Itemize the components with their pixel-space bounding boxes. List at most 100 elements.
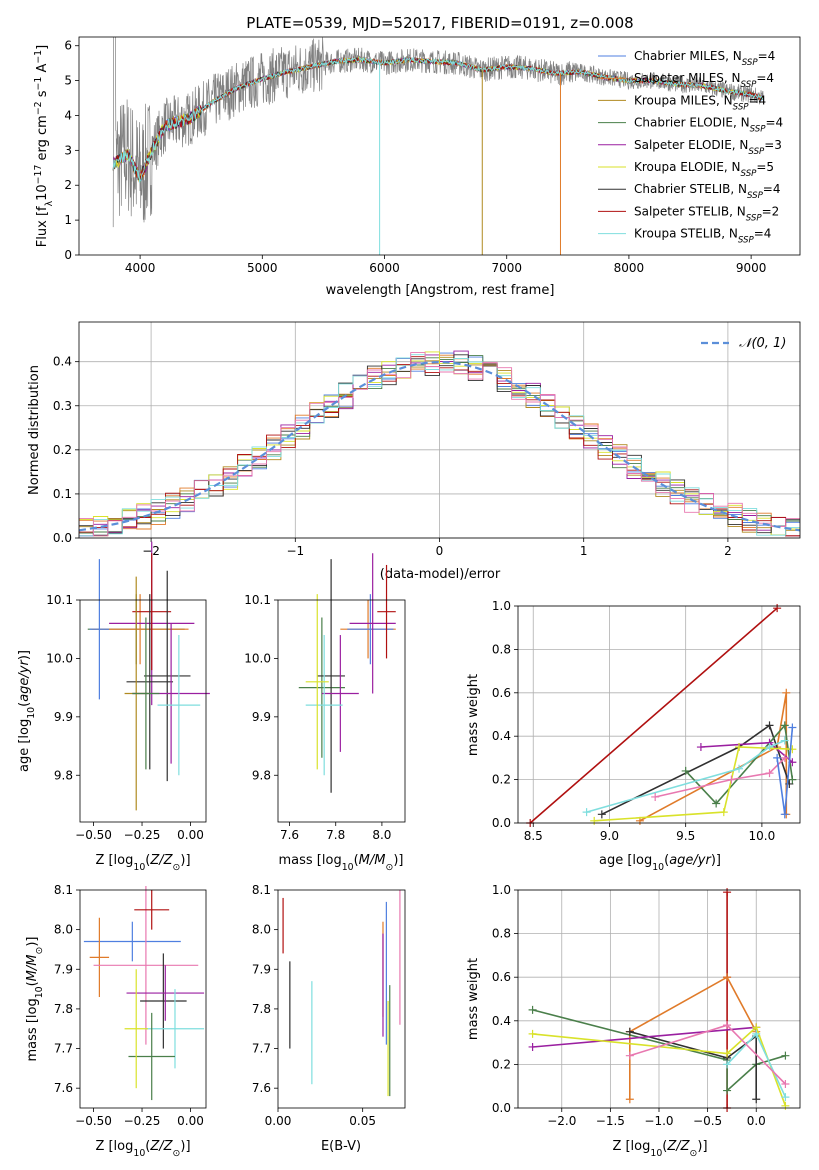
panel6-ylabel-part: (	[25, 981, 40, 986]
y-tick-label: 4	[64, 108, 72, 122]
panel4-xlabel-part: (	[354, 853, 359, 868]
panel8-ylabel: mass weight	[466, 958, 481, 1040]
panel1-ylabel-part: λ	[44, 200, 55, 206]
panel3-xlabel-part: ⊙	[173, 862, 181, 873]
mass-weight-vs-age-marker	[780, 721, 789, 730]
panel1-ylabel-part: Flux [f	[35, 206, 50, 247]
x-tick-label: −0.50	[75, 1114, 112, 1128]
legend-label-part: SSP	[741, 80, 758, 90]
y-tick-label: 0.0	[492, 1101, 511, 1115]
mass-weight-vs-z-marker	[752, 1095, 761, 1104]
panel7-xlabel: E(B-V)	[321, 1139, 361, 1154]
panel5-xlabel-part: age [log	[599, 853, 652, 868]
y-tick-label: 7.7	[54, 1042, 73, 1056]
y-tick-label: 0.2	[53, 443, 72, 457]
panel6-ylabel-part: )]	[25, 937, 40, 947]
legend-label-part: =5	[756, 160, 774, 174]
panel5-xlabel-part: (	[664, 853, 669, 868]
y-tick-label: 0.4	[492, 1014, 511, 1028]
x-tick-label: −1.0	[644, 1114, 673, 1128]
panel6-xlabel-part: ⊙	[173, 1148, 181, 1159]
x-tick-label: 0.05	[349, 1114, 376, 1128]
y-tick-label: 10.0	[244, 651, 271, 665]
mass-weight-vs-age-marker	[765, 769, 774, 778]
x-tick-label: 8.0	[372, 828, 391, 842]
x-tick-label: −0.25	[124, 1114, 161, 1128]
legend-label-part: 𝒩(0, 1)	[739, 336, 786, 351]
legend-label-part: SSP	[733, 102, 750, 112]
x-tick-label: −2.0	[547, 1114, 576, 1128]
y-tick-label: 7.6	[54, 1081, 73, 1095]
y-tick-label: 7.6	[252, 1081, 271, 1095]
panel1-ylabel-part: −1	[33, 77, 44, 91]
panel8-xlabel-part: (	[662, 1139, 667, 1154]
mass-weight-vs-age-marker	[773, 753, 782, 762]
mass-weight-vs-age-marker	[590, 816, 599, 825]
mass-weight-vs-age-line	[601, 724, 791, 816]
y-tick-label: 7.9	[54, 962, 73, 976]
panel5-xlabel-part: )]	[711, 853, 721, 868]
mass-weight-vs-age-line	[639, 692, 788, 822]
y-tick-label: 9.9	[54, 710, 73, 724]
panel3-ylabel-part: age [log	[17, 719, 32, 772]
panel3-ylabel-part: )]	[17, 650, 32, 660]
x-tick-label: 0.00	[177, 828, 204, 842]
x-tick-label: −0.50	[75, 828, 112, 842]
model-line-8	[112, 56, 764, 183]
mass-weight-vs-age-marker	[782, 688, 791, 697]
x-tick-label: 7.8	[326, 828, 345, 842]
mass-weight-vs-age-line	[594, 746, 793, 822]
x-tick-label: 2	[724, 544, 732, 558]
mass-weight-vs-age-marker	[773, 604, 782, 613]
panel6-xlabel-part: Z [log	[95, 1139, 133, 1154]
axes-frame	[78, 36, 801, 256]
mass-weight-vs-z-marker	[625, 1095, 634, 1104]
legend-label-part: Kroupa MILES, N	[634, 93, 733, 107]
panel6-xlabel: Z [log10(Z/Z⊙)]	[95, 1139, 190, 1159]
legend-label-part: Chabrier ELODIE, N	[634, 116, 750, 130]
panel6-ylabel-part: ⊙	[34, 947, 45, 955]
panel8-xlabel-part: Z [log	[612, 1139, 650, 1154]
legend-label-part: SSP	[750, 125, 767, 135]
panel3-ylabel-part: 10	[26, 707, 37, 719]
legend-label-part: Chabrier STELIB, N	[634, 182, 747, 196]
mass-weight-vs-age-marker	[735, 743, 744, 752]
panel8-xlabel-part: ⊙	[690, 1148, 698, 1159]
gaussian-curve	[79, 360, 800, 532]
panel1-ylabel-part: ]	[35, 45, 50, 50]
panel3-xlabel-part: Z [log	[95, 853, 133, 868]
legend-label-part: SSP	[746, 213, 763, 223]
panel8-xlabel-part: Z/Z	[666, 1139, 690, 1154]
legend-label-part: SSP	[738, 236, 755, 246]
histogram-group	[79, 350, 800, 537]
mass-weight-vs-z-marker	[625, 1027, 634, 1036]
mass-weight-vs-age-marker	[788, 775, 797, 784]
x-tick-label: 8000	[614, 261, 645, 275]
y-tick-label: 0.3	[53, 399, 72, 413]
panel4-xlabel-part: )]	[393, 853, 403, 868]
mass-weight-vs-z-marker	[781, 1080, 790, 1089]
y-tick-label: 5	[64, 74, 72, 88]
panel8-xlabel: Z [log10(Z/Z⊙)]	[612, 1139, 707, 1159]
mass-weight-vs-age-marker	[780, 736, 789, 745]
x-tick-label: 8.5	[524, 829, 543, 843]
panel1-ylabel-part: −2	[33, 101, 44, 115]
y-tick-label: 10.0	[46, 651, 73, 665]
legend-label-part: Salpeter MILES, N	[634, 71, 741, 85]
y-tick-label: 0	[64, 248, 72, 262]
mass-weight-vs-z-marker	[723, 888, 732, 897]
panel6-ylabel: mass [log10(M/M⊙)]	[25, 937, 45, 1062]
mass-weight-vs-age-marker	[597, 810, 606, 819]
panel8-xlabel-part: )]	[697, 1139, 707, 1154]
panel4-xlabel-part: 10	[342, 862, 354, 873]
y-tick-label: 0.2	[492, 773, 511, 787]
panel1-ylabel-part: A	[35, 64, 50, 77]
histogram-step-9	[79, 352, 800, 537]
legend-label-part: =2	[762, 204, 780, 218]
legend-label-part: Chabrier MILES, N	[634, 49, 742, 63]
y-tick-label: 0.2	[492, 1057, 511, 1071]
panel2-ylabel: Normed distribution	[27, 365, 42, 495]
panel1-ylabel-part: erg cm	[35, 115, 50, 164]
y-tick-label: 10.1	[46, 593, 73, 607]
mass-weight-vs-age-line	[586, 739, 786, 813]
